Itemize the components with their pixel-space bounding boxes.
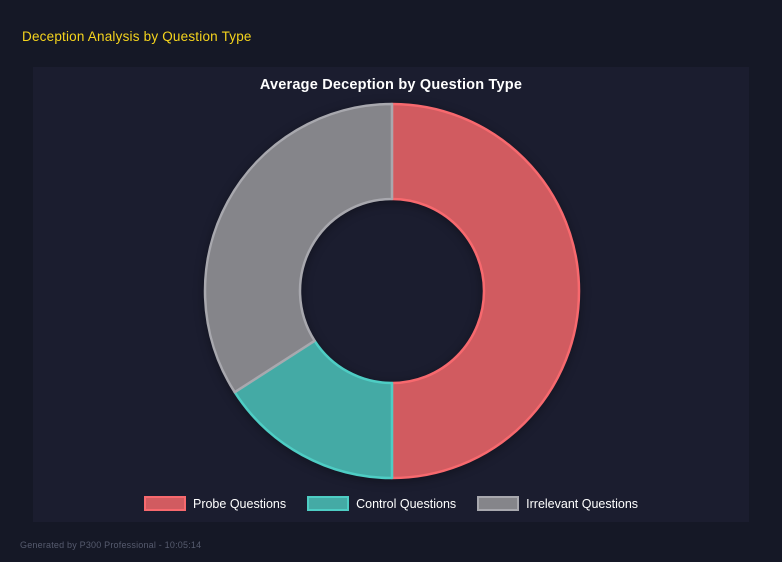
donut-segment-probe-questions[interactable] xyxy=(390,102,581,480)
donut-segment-irrelevant-questions[interactable] xyxy=(203,102,394,394)
legend-swatch-control-questions xyxy=(307,496,350,511)
legend-item-control-questions[interactable]: Control Questions xyxy=(307,496,456,511)
chart-panel: Average Deception by Question Type Probe… xyxy=(33,67,749,522)
chart-title: Average Deception by Question Type xyxy=(259,77,523,93)
footer-status: Generated by P300 Professional - 10:05:1… xyxy=(20,540,202,550)
page-title: Deception Analysis by Question Type xyxy=(22,29,252,44)
donut-segment-control-questions[interactable] xyxy=(233,339,394,480)
legend-label: Probe Questions xyxy=(192,496,287,511)
chart-legend: Probe Questions Control Questions Irreleva… xyxy=(33,496,749,511)
legend-item-probe-questions[interactable]: Probe Questions xyxy=(143,496,287,511)
legend-item-irrelevant-questions[interactable]: Irrelevant Questions xyxy=(477,496,638,511)
legend-label: Control Questions xyxy=(356,496,457,511)
donut-chart xyxy=(203,102,581,480)
legend-label: Irrelevant Questions xyxy=(526,496,639,511)
legend-swatch-irrelevant-questions xyxy=(477,496,520,511)
legend-swatch-probe-questions xyxy=(143,496,186,511)
